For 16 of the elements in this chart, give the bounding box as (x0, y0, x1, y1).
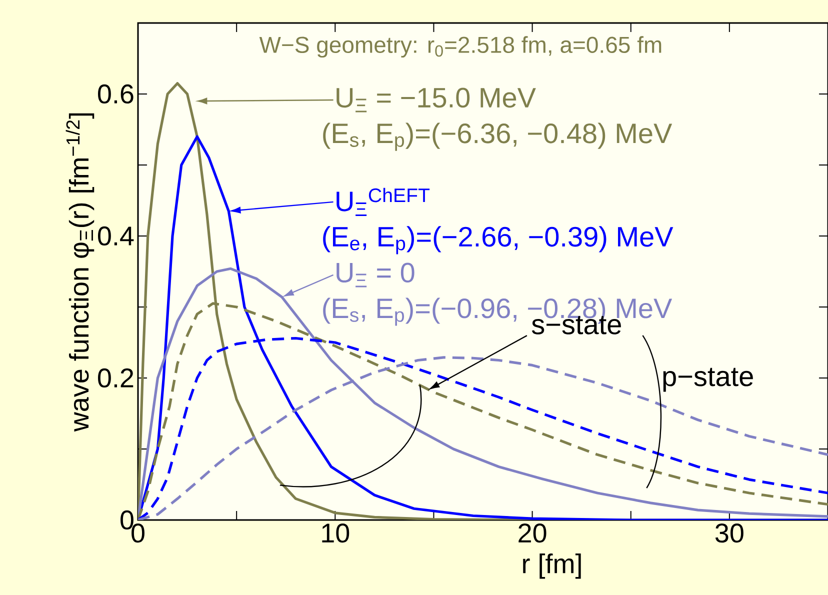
x-axis-title: r [fm] (523, 554, 581, 579)
y-tick-label: 0.2 (98, 368, 134, 388)
annotation: U$_{Ξ}$ = −15.0 MeV (336, 88, 536, 112)
y-axis-title: wave function φ$_{Ξ}$(r) [fm$^{−1/2}$] (66, 113, 94, 432)
x-tick-label: 10 (322, 524, 350, 543)
annotation: p−state (663, 368, 753, 392)
y-tick-label: 0 (120, 510, 134, 530)
annotation: (E$_{s}$, E$_{p}$)=(−6.36, −0.48) MeV (323, 122, 672, 151)
y-tick-label: 0.6 (98, 84, 134, 104)
annotation: (E$_{e}$, E$_{p}$)=(−2.66, −0.39) MeV (323, 226, 674, 254)
annotation: U$_{Ξ}$ChEFT (336, 188, 430, 216)
annotation: U$_{Ξ}$ = 0 (336, 262, 414, 288)
x-tick-label: 20 (518, 524, 546, 543)
y-tick-label: 0.4 (98, 226, 134, 246)
annotation: W−S geometry: r$_{0}$=2.518 fm, a=0.65 fm (259, 36, 662, 58)
x-tick-label: 30 (715, 524, 744, 543)
